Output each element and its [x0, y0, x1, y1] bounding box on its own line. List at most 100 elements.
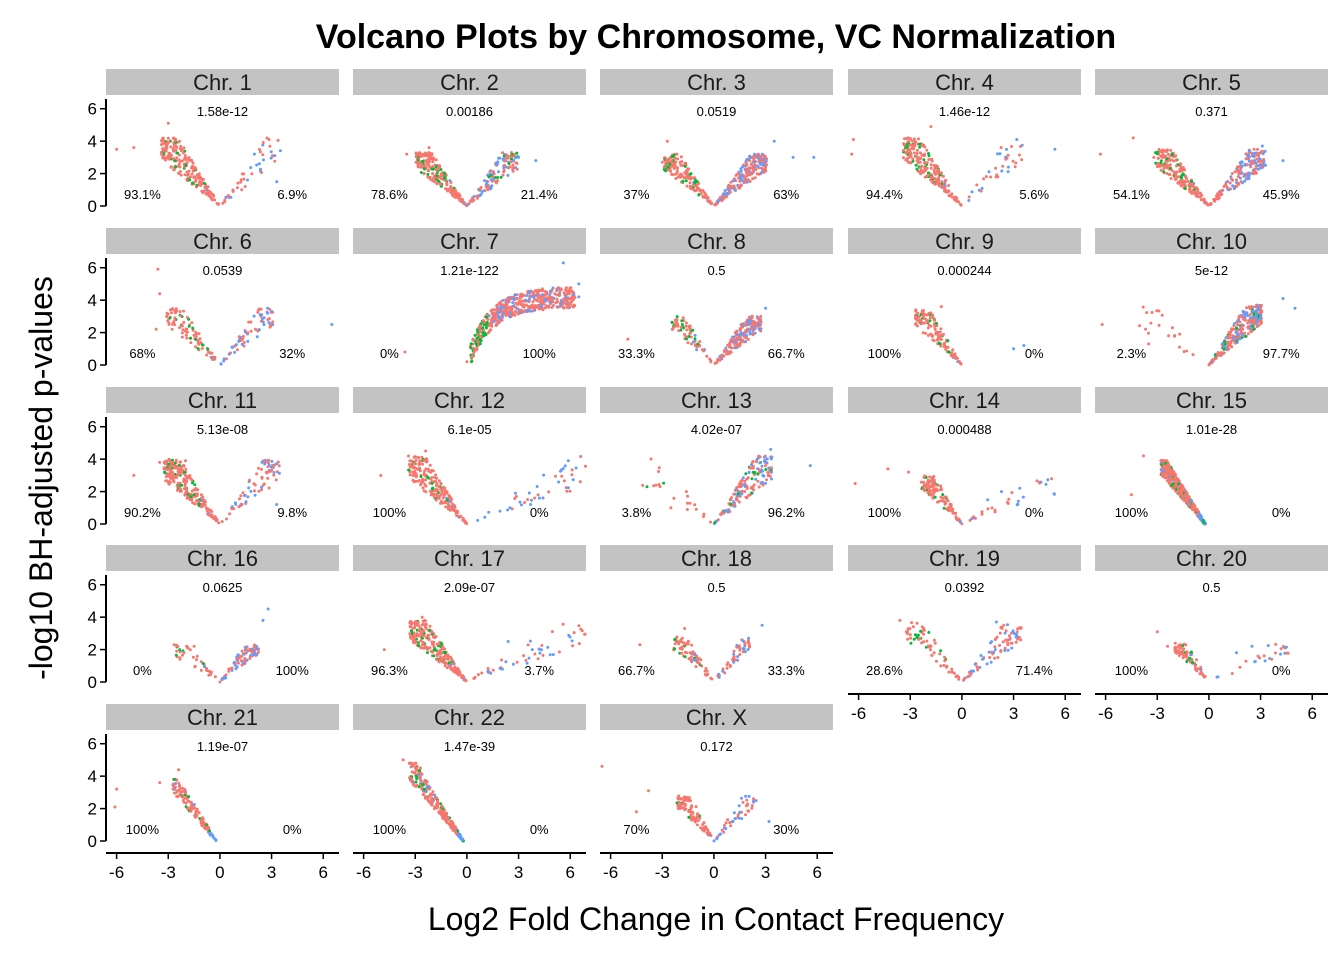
right-percent-label: 71.4%: [1016, 663, 1053, 678]
data-point: [967, 199, 971, 202]
data-point: [199, 176, 203, 180]
data-point: [271, 320, 275, 324]
data-point: [194, 167, 198, 171]
data-point: [671, 173, 675, 177]
data-point: [689, 655, 693, 659]
data-point: [752, 160, 756, 164]
data-point: [574, 466, 578, 470]
data-point: [190, 166, 193, 170]
data-point: [739, 483, 743, 486]
x-tick-label: 3: [1009, 704, 1018, 723]
data-point: [161, 154, 165, 158]
data-point: [1159, 168, 1163, 172]
data-point: [1260, 149, 1264, 153]
data-point: [230, 507, 234, 511]
data-point: [1252, 172, 1256, 176]
data-point: [578, 480, 582, 484]
data-point: [1255, 318, 1259, 322]
data-point: [533, 652, 537, 656]
data-point: [751, 167, 755, 171]
data-point: [434, 168, 438, 172]
data-point: [237, 656, 241, 660]
data-point: [929, 163, 933, 167]
point-cloud: [1100, 297, 1297, 367]
data-point: [709, 676, 713, 680]
data-point: [935, 324, 939, 328]
data-point: [426, 161, 430, 165]
data-point: [482, 323, 486, 327]
data-point: [987, 170, 991, 174]
data-point: [742, 483, 746, 486]
data-point: [925, 148, 929, 152]
data-point: [164, 141, 168, 145]
y-tick-label: 0: [88, 673, 97, 692]
data-point: [257, 162, 261, 166]
data-point: [170, 307, 174, 311]
data-point: [693, 337, 697, 341]
data-point: [421, 462, 424, 466]
data-point: [726, 187, 730, 191]
data-point: [683, 332, 686, 336]
data-point: [414, 155, 418, 159]
data-point: [270, 468, 274, 472]
data-point: [933, 324, 937, 328]
data-point: [731, 335, 735, 339]
data-point: [649, 457, 653, 461]
data-point: [691, 650, 695, 654]
data-point: [730, 346, 734, 350]
data-point: [929, 125, 933, 129]
data-point: [538, 297, 542, 300]
point-cloud: [382, 615, 587, 683]
data-point: [1257, 154, 1261, 158]
data-point: [728, 663, 732, 667]
data-point: [764, 468, 768, 471]
data-point: [735, 333, 738, 337]
data-point: [925, 320, 929, 324]
data-point: [263, 462, 267, 466]
data-point: [740, 489, 744, 493]
data-point: [666, 158, 669, 162]
data-point: [690, 643, 694, 647]
data-point: [996, 152, 999, 156]
data-point: [432, 654, 436, 658]
data-point: [922, 321, 926, 325]
data-point: [570, 295, 574, 299]
data-point: [946, 499, 950, 503]
data-point: [921, 171, 925, 174]
pvalue-label: 0.00186: [446, 104, 493, 119]
data-point: [418, 459, 422, 463]
data-point: [487, 324, 491, 328]
data-point: [748, 180, 752, 183]
data-point: [929, 166, 933, 170]
data-point: [411, 466, 415, 470]
data-point: [1157, 323, 1161, 327]
data-point: [260, 488, 264, 492]
data-point: [1248, 171, 1252, 175]
data-point: [764, 464, 767, 468]
strip-background: [353, 69, 586, 95]
data-point: [163, 462, 167, 466]
data-point: [946, 339, 950, 343]
data-point: [272, 471, 276, 474]
data-point: [428, 481, 432, 485]
data-point: [550, 298, 554, 302]
data-point: [498, 303, 502, 306]
data-point: [236, 653, 240, 657]
strip-background: [600, 545, 833, 571]
data-point: [943, 186, 947, 190]
data-point: [757, 485, 761, 489]
data-point: [680, 636, 684, 640]
data-point: [513, 497, 517, 500]
data-point: [497, 170, 500, 174]
data-point: [943, 502, 947, 506]
data-point: [218, 680, 222, 684]
left-percent-label: 90.2%: [124, 505, 161, 520]
data-point: [1260, 159, 1264, 163]
data-point: [1263, 149, 1267, 153]
left-percent-label: 68%: [129, 346, 155, 361]
data-point: [561, 261, 565, 265]
data-point: [929, 175, 933, 179]
data-point: [927, 158, 931, 161]
data-point: [419, 171, 423, 174]
data-point: [203, 500, 207, 504]
